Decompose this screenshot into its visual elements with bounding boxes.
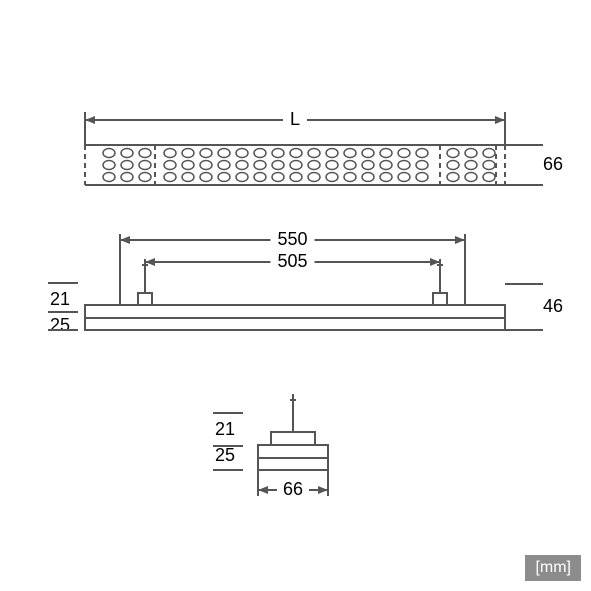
svg-text:25: 25 <box>215 445 235 465</box>
unit-badge: [mm] <box>525 555 581 581</box>
svg-text:25: 25 <box>50 315 70 335</box>
technical-drawing: L 66 550505 46 21 25 66 21 25 <box>0 0 591 591</box>
svg-text:505: 505 <box>277 251 307 271</box>
drawing-canvas: L 66 550505 46 21 25 66 21 25 [mm] <box>0 0 591 591</box>
svg-text:66: 66 <box>283 479 303 499</box>
svg-text:46: 46 <box>543 296 563 316</box>
svg-text:L: L <box>290 109 300 129</box>
svg-text:66: 66 <box>543 154 563 174</box>
svg-text:21: 21 <box>50 289 70 309</box>
svg-text:550: 550 <box>277 229 307 249</box>
svg-text:21: 21 <box>215 419 235 439</box>
